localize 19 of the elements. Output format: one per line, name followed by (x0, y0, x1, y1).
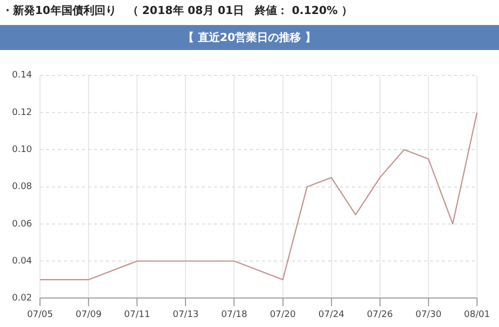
x-tick-label: 07/26 (366, 310, 394, 320)
x-tick-label: 07/20 (270, 310, 296, 320)
y-tick-label: 0.02 (12, 294, 32, 304)
y-tick-label: 0.08 (12, 182, 32, 192)
x-tick-label: 07/30 (415, 310, 442, 320)
chart-title: ・新発10年国債利回り （ 2018年 08月 01日 終値： 0.120% ） (2, 3, 353, 18)
x-tick-label: 07/11 (124, 310, 150, 320)
x-tick-label: 07/18 (221, 310, 248, 320)
y-tick-label: 0.04 (12, 256, 32, 266)
x-tick-label: 07/09 (76, 310, 102, 320)
x-tick-label: 08/01 (464, 310, 490, 320)
chart-subtitle: 【 直近20営業日の推移 】 (0, 25, 499, 50)
y-tick-label: 0.06 (12, 219, 32, 230)
x-tick-label: 07/05 (27, 310, 54, 320)
y-tick-label: 0.10 (12, 145, 32, 156)
x-tick-label: 07/24 (318, 310, 345, 320)
y-tick-label: 0.12 (12, 108, 32, 118)
y-tick-label: 0.14 (12, 70, 32, 81)
x-tick-label: 07/13 (172, 310, 199, 320)
